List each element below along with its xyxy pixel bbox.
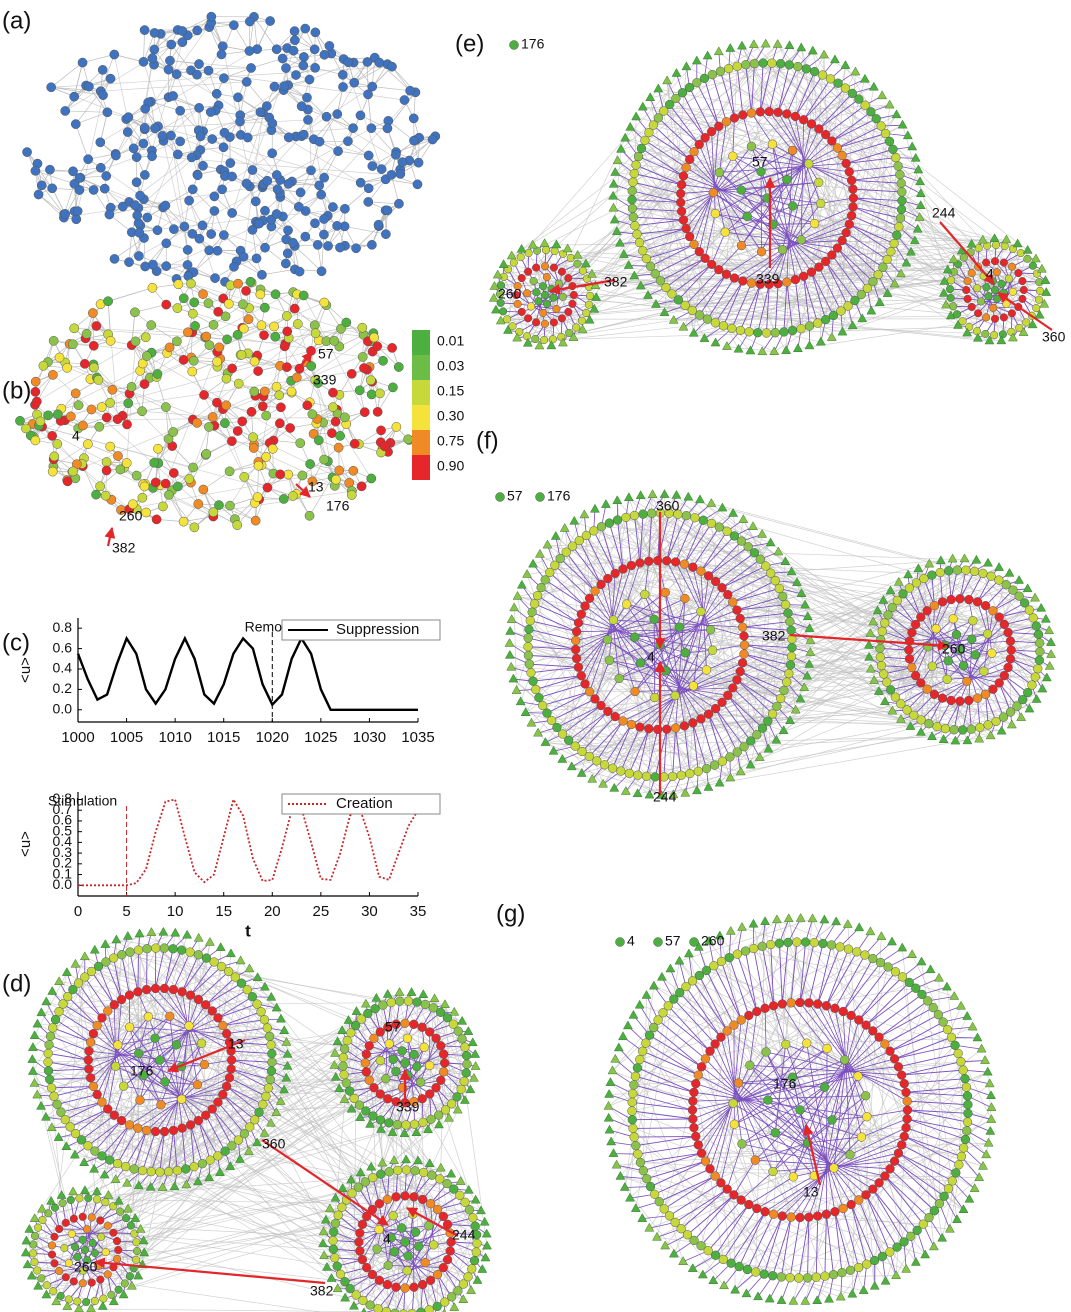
edge xyxy=(700,500,797,583)
edge xyxy=(145,120,308,128)
tree-edge xyxy=(49,1045,88,1060)
edge xyxy=(76,124,88,159)
tree-edge xyxy=(138,950,139,992)
edge xyxy=(156,948,335,1065)
edge xyxy=(932,737,967,741)
edge xyxy=(649,736,990,795)
edge xyxy=(83,55,115,63)
edge xyxy=(661,724,928,796)
tree-edge xyxy=(48,1053,88,1060)
edge xyxy=(699,975,791,1217)
edge xyxy=(171,45,191,71)
edge xyxy=(262,269,295,274)
edge xyxy=(372,87,410,91)
edge xyxy=(510,643,579,667)
tree-edge xyxy=(106,962,122,1000)
tree-edge xyxy=(155,948,164,988)
edge xyxy=(388,121,414,141)
edge xyxy=(51,63,82,88)
edge xyxy=(322,235,324,272)
edge xyxy=(79,112,260,178)
tree-edge xyxy=(85,977,108,1011)
edge xyxy=(528,44,778,271)
edge xyxy=(368,94,371,128)
figure: 0.010.030.150.300.750.90(a)(b)(c)(d)(e)(… xyxy=(0,0,1071,1312)
edge xyxy=(108,288,152,301)
edge xyxy=(65,111,107,112)
edge xyxy=(122,955,434,1008)
edge xyxy=(838,83,987,245)
edge xyxy=(251,59,283,68)
